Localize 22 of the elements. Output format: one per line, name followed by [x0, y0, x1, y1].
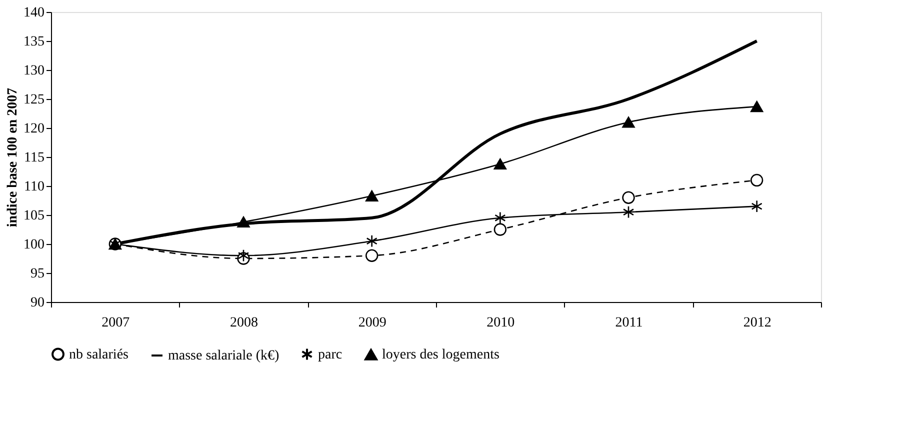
y-tick-label: 130 [24, 64, 44, 78]
legend-label: masse salariale (k€) [168, 348, 280, 364]
y-tick-label: 100 [24, 238, 44, 252]
x-tick-label: 2007 [102, 316, 130, 330]
legend-label: loyers des logements [382, 348, 500, 363]
y-tick-label: 140 [24, 6, 44, 20]
x-tick-label: 2012 [743, 316, 772, 330]
y-tick-label: 125 [24, 92, 44, 108]
y-tick-label: 115 [24, 150, 44, 166]
y-tick-label: 95 [30, 266, 44, 282]
y-tick-label: 90 [30, 296, 44, 310]
y-tick-label: 120 [24, 122, 44, 136]
y-tick-label: 135 [24, 34, 44, 50]
y-tick-label: 110 [24, 180, 44, 194]
x-tick-label: 2010 [486, 316, 515, 330]
x-tick-label: 2009 [358, 316, 386, 330]
y-axis-title: indice base 100 en 2007 [6, 88, 20, 228]
x-tick-label: 2008 [230, 316, 258, 330]
y-tick-label: 105 [24, 208, 44, 224]
legend-label: parc [318, 347, 342, 362]
legend-label: nb salariés [69, 347, 128, 362]
x-tick-label: 2011 [615, 316, 643, 330]
